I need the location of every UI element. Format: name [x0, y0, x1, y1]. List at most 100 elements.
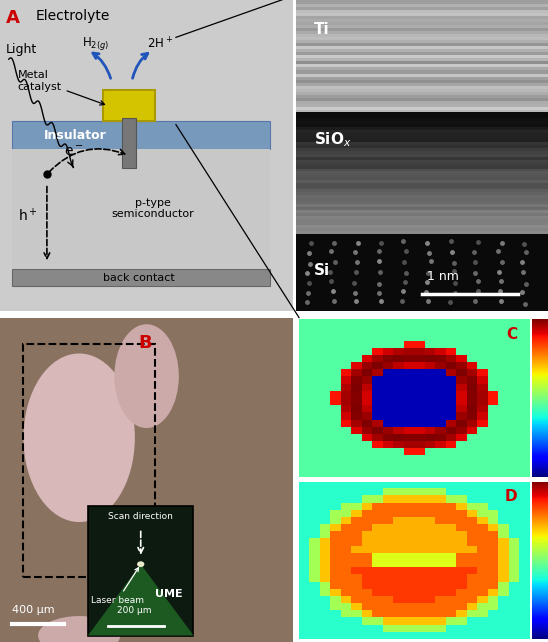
Bar — [296, 224, 548, 230]
Bar — [296, 111, 548, 116]
Bar — [296, 35, 548, 40]
Text: A: A — [6, 10, 20, 28]
Text: 400 μm: 400 μm — [12, 605, 54, 615]
Bar — [296, 29, 548, 34]
Bar — [296, 114, 548, 119]
Bar — [296, 201, 548, 207]
Bar — [296, 87, 548, 92]
Bar — [296, 135, 548, 142]
Bar — [296, 130, 548, 136]
Bar — [296, 56, 548, 62]
Bar — [296, 216, 548, 221]
Bar — [296, 99, 548, 104]
Bar — [296, 195, 548, 201]
Text: p-type
semiconductor: p-type semiconductor — [111, 198, 194, 220]
Bar — [12, 121, 270, 150]
Text: C: C — [506, 327, 517, 342]
Bar — [102, 91, 156, 121]
Bar — [296, 90, 548, 95]
Bar — [296, 189, 548, 195]
Bar — [296, 198, 548, 204]
Text: D: D — [505, 489, 517, 505]
Bar — [296, 102, 548, 107]
Bar — [296, 186, 548, 192]
Bar — [12, 270, 270, 286]
Bar — [296, 133, 548, 139]
Bar — [296, 81, 548, 85]
Text: 200 μm: 200 μm — [117, 606, 152, 615]
Ellipse shape — [137, 561, 144, 567]
Bar — [296, 17, 548, 22]
Bar — [296, 150, 548, 157]
Bar — [296, 108, 548, 113]
Text: back contact: back contact — [102, 273, 174, 283]
Bar — [296, 105, 548, 110]
Bar — [296, 8, 548, 13]
Bar — [296, 60, 548, 64]
Text: Metal
catalyst: Metal catalyst — [18, 70, 105, 105]
Bar — [296, 48, 548, 52]
Bar — [296, 2, 548, 7]
Bar — [296, 177, 548, 184]
Text: Light: Light — [6, 43, 37, 56]
Bar — [296, 53, 548, 58]
Bar — [296, 69, 548, 74]
Bar — [296, 112, 548, 118]
Bar — [296, 183, 548, 189]
Ellipse shape — [115, 324, 179, 428]
Bar — [122, 118, 136, 168]
Bar — [296, 162, 548, 169]
Bar — [296, 83, 548, 89]
Text: 2H$^+$: 2H$^+$ — [147, 36, 173, 51]
Bar — [296, 153, 548, 160]
Bar — [296, 62, 548, 67]
Bar — [296, 148, 548, 154]
Bar — [296, 11, 548, 16]
Bar — [296, 221, 548, 228]
Bar — [296, 192, 548, 198]
Bar — [296, 204, 548, 210]
Bar — [296, 78, 548, 83]
Bar — [296, 171, 548, 177]
Bar — [296, 124, 548, 130]
Polygon shape — [88, 564, 193, 636]
Text: e$^-$: e$^-$ — [65, 144, 84, 159]
Bar — [296, 96, 548, 101]
Bar — [296, 0, 548, 4]
Bar — [296, 14, 548, 19]
Bar — [12, 150, 270, 270]
Bar — [296, 213, 548, 219]
Text: Scan direction: Scan direction — [109, 512, 173, 521]
Bar — [296, 234, 548, 311]
Bar — [296, 142, 548, 148]
Bar — [296, 168, 548, 175]
Bar — [296, 20, 548, 25]
Ellipse shape — [38, 616, 120, 642]
Bar — [296, 117, 548, 122]
Bar — [296, 209, 548, 216]
Bar — [296, 32, 548, 37]
Text: Ti: Ti — [313, 22, 329, 37]
Bar — [296, 159, 548, 166]
Ellipse shape — [24, 354, 135, 522]
Bar — [296, 93, 548, 98]
Bar — [296, 157, 548, 162]
Bar — [296, 41, 548, 46]
Bar — [24, 343, 156, 577]
Text: SiO$_x$: SiO$_x$ — [313, 131, 351, 150]
Bar — [296, 50, 548, 55]
Bar — [296, 180, 548, 186]
Bar — [296, 118, 548, 125]
Bar — [296, 115, 548, 121]
Bar — [296, 74, 548, 80]
Text: Insulator: Insulator — [44, 129, 107, 142]
Bar — [296, 218, 548, 225]
Bar — [296, 44, 548, 49]
Text: H$_{2(g)}$: H$_{2(g)}$ — [82, 35, 109, 52]
Bar — [296, 127, 548, 133]
Text: UME: UME — [156, 589, 183, 598]
Bar — [296, 5, 548, 10]
Bar — [296, 65, 548, 71]
Bar — [296, 71, 548, 76]
Text: Electrolyte: Electrolyte — [35, 10, 110, 23]
